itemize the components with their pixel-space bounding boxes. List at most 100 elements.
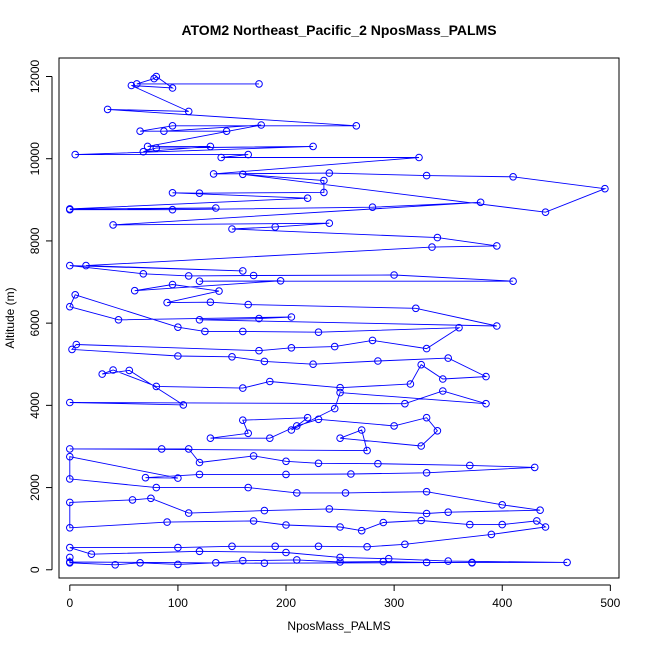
data-point: [249, 271, 258, 280]
data-point: [390, 271, 398, 279]
x-tick-label: 0: [66, 596, 73, 610]
data-point: [184, 509, 193, 517]
data-point: [439, 387, 447, 395]
data-point: [66, 524, 74, 532]
data-point: [239, 384, 247, 392]
data-point: [314, 542, 323, 551]
data-point: [66, 452, 74, 461]
data-point: [271, 542, 280, 551]
data-point: [314, 459, 323, 468]
data-point: [66, 302, 74, 311]
data-point: [239, 170, 247, 179]
data-point: [184, 445, 193, 453]
data-point: [444, 354, 453, 362]
data-point: [530, 463, 539, 472]
data-point: [174, 543, 182, 552]
data-point: [195, 277, 204, 286]
data-point: [244, 429, 252, 438]
data-point: [66, 445, 74, 453]
chart-title: ATOM2 Northeast_Pacific_2 NposMass_PALMS: [181, 22, 496, 38]
data-point: [127, 81, 136, 90]
data-point: [114, 316, 123, 324]
data-point: [195, 189, 204, 197]
data-point: [509, 173, 517, 181]
data-point: [287, 344, 296, 352]
data-point: [222, 127, 231, 135]
data-point: [336, 383, 344, 392]
data-point: [303, 194, 312, 202]
x-axis-label: NposMass_PALMS: [287, 619, 390, 633]
data-point: [468, 559, 476, 567]
data-point: [228, 542, 236, 551]
data-point: [266, 434, 274, 443]
data-point: [309, 142, 317, 151]
y-tick-label: 2000: [28, 474, 42, 501]
data-point: [174, 352, 182, 360]
data-point: [330, 342, 339, 351]
data-point: [282, 457, 290, 466]
data-point: [249, 517, 258, 525]
data-point: [72, 340, 81, 349]
series-layer: [66, 72, 609, 569]
data-point: [68, 345, 76, 354]
data-point: [179, 401, 188, 409]
data-point: [255, 80, 263, 88]
data-point: [212, 559, 220, 567]
data-point: [212, 204, 220, 212]
data-point: [374, 357, 382, 365]
data-point: [498, 501, 507, 509]
data-point: [374, 459, 382, 468]
data-point: [195, 470, 204, 479]
data-point: [466, 461, 474, 470]
data-point: [147, 494, 155, 503]
x-tick-label: 400: [492, 596, 512, 610]
data-point: [422, 487, 431, 496]
data-point: [66, 553, 74, 562]
data-point: [417, 442, 426, 450]
data-point: [150, 74, 158, 83]
data-point: [476, 198, 485, 207]
data-point: [215, 287, 223, 295]
data-point: [433, 427, 442, 435]
data-point: [417, 360, 426, 369]
data-point: [111, 561, 119, 569]
data-point: [174, 323, 182, 332]
data-point: [260, 559, 269, 568]
data-point: [82, 261, 90, 270]
data-point: [412, 304, 420, 313]
data-point: [136, 559, 144, 567]
data-point: [287, 426, 296, 434]
data-point: [444, 508, 453, 517]
data-point: [244, 300, 252, 309]
data-point: [509, 277, 517, 286]
data-point: [228, 225, 236, 233]
data-point: [293, 422, 301, 430]
data-point: [601, 184, 609, 193]
data-point: [66, 398, 74, 407]
y-tick-label: 0: [28, 566, 42, 573]
data-point: [336, 523, 344, 531]
y-axis-label: Altitude (m): [3, 287, 17, 348]
data-point: [66, 498, 74, 507]
data-point: [417, 516, 426, 525]
data-point: [217, 153, 225, 162]
data-point: [163, 518, 171, 526]
data-point: [314, 415, 323, 424]
data-point: [541, 208, 550, 216]
data-point: [330, 404, 339, 413]
data-point: [422, 344, 431, 353]
data-point: [325, 219, 334, 227]
data-point: [379, 557, 388, 566]
data-point: [271, 223, 280, 231]
x-tick-label: 300: [384, 596, 404, 610]
data-point: [336, 434, 344, 443]
data-point: [257, 121, 266, 129]
data-point: [282, 470, 290, 479]
data-point: [336, 553, 344, 562]
data-point: [209, 170, 218, 178]
data-point: [66, 205, 74, 214]
data-point: [157, 445, 166, 453]
data-point: [139, 270, 148, 278]
data-point: [325, 169, 334, 177]
data-point: [174, 474, 182, 482]
